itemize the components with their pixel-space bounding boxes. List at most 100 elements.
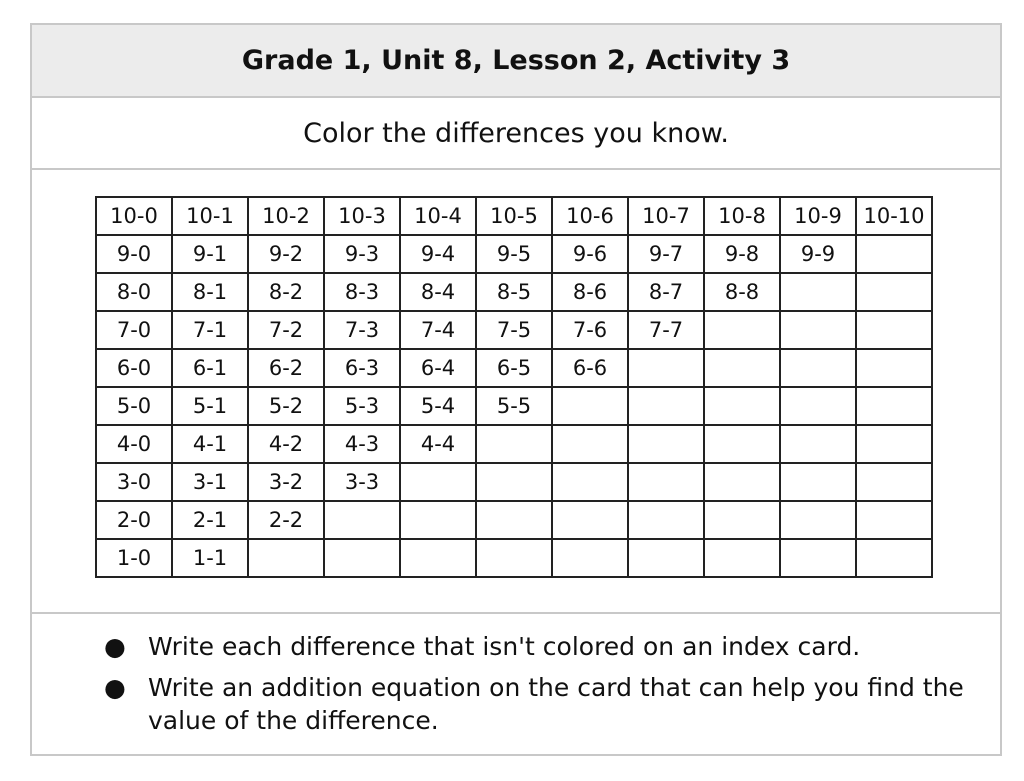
- difference-cell[interactable]: 10-3: [323, 196, 401, 236]
- difference-cell[interactable]: 9-4: [399, 234, 477, 274]
- difference-cell[interactable]: 8-1: [171, 272, 249, 312]
- difference-cell[interactable]: 6-6: [551, 348, 629, 388]
- difference-cell[interactable]: [627, 386, 705, 426]
- difference-cell[interactable]: 8-8: [703, 272, 781, 312]
- difference-cell[interactable]: 4-4: [399, 424, 477, 464]
- difference-cell[interactable]: 8-5: [475, 272, 553, 312]
- difference-cell[interactable]: [703, 424, 781, 464]
- difference-cell[interactable]: 8-0: [95, 272, 173, 312]
- difference-cell[interactable]: 10-5: [475, 196, 553, 236]
- difference-cell[interactable]: 6-2: [247, 348, 325, 388]
- difference-cell[interactable]: 1-0: [95, 538, 173, 578]
- difference-cell[interactable]: 8-2: [247, 272, 325, 312]
- difference-cell[interactable]: 6-1: [171, 348, 249, 388]
- difference-cell[interactable]: [551, 462, 629, 502]
- difference-cell[interactable]: [551, 500, 629, 540]
- difference-cell[interactable]: [627, 424, 705, 464]
- difference-cell[interactable]: [779, 386, 857, 426]
- difference-cell[interactable]: [779, 424, 857, 464]
- difference-cell[interactable]: 7-0: [95, 310, 173, 350]
- difference-cell[interactable]: 7-7: [627, 310, 705, 350]
- difference-cell[interactable]: 8-7: [627, 272, 705, 312]
- difference-cell[interactable]: 10-10: [855, 196, 933, 236]
- difference-cell[interactable]: 10-8: [703, 196, 781, 236]
- difference-cell[interactable]: [475, 424, 553, 464]
- difference-cell[interactable]: [323, 500, 401, 540]
- difference-cell[interactable]: 3-0: [95, 462, 173, 502]
- difference-cell[interactable]: 4-0: [95, 424, 173, 464]
- difference-cell[interactable]: 9-6: [551, 234, 629, 274]
- difference-cell[interactable]: 9-3: [323, 234, 401, 274]
- difference-cell[interactable]: [779, 538, 857, 578]
- difference-cell[interactable]: 4-3: [323, 424, 401, 464]
- difference-cell[interactable]: 9-8: [703, 234, 781, 274]
- difference-cell[interactable]: 7-4: [399, 310, 477, 350]
- difference-cell[interactable]: [779, 348, 857, 388]
- difference-cell[interactable]: 8-3: [323, 272, 401, 312]
- difference-cell[interactable]: 3-2: [247, 462, 325, 502]
- difference-cell[interactable]: 10-9: [779, 196, 857, 236]
- difference-cell[interactable]: 10-6: [551, 196, 629, 236]
- difference-cell[interactable]: [779, 462, 857, 502]
- difference-cell[interactable]: [779, 272, 857, 312]
- difference-cell[interactable]: [855, 462, 933, 502]
- difference-cell[interactable]: [779, 500, 857, 540]
- difference-cell[interactable]: 10-0: [95, 196, 173, 236]
- difference-cell[interactable]: 6-0: [95, 348, 173, 388]
- difference-cell[interactable]: [627, 462, 705, 502]
- difference-cell[interactable]: 9-1: [171, 234, 249, 274]
- difference-cell[interactable]: 3-3: [323, 462, 401, 502]
- difference-cell[interactable]: [855, 424, 933, 464]
- difference-cell[interactable]: [627, 500, 705, 540]
- difference-cell[interactable]: [703, 538, 781, 578]
- difference-cell[interactable]: 1-1: [171, 538, 249, 578]
- difference-cell[interactable]: [399, 462, 477, 502]
- difference-cell[interactable]: [247, 538, 325, 578]
- difference-cell[interactable]: [855, 348, 933, 388]
- difference-cell[interactable]: 4-2: [247, 424, 325, 464]
- difference-cell[interactable]: [703, 348, 781, 388]
- difference-cell[interactable]: 3-1: [171, 462, 249, 502]
- difference-cell[interactable]: 8-4: [399, 272, 477, 312]
- difference-cell[interactable]: [703, 386, 781, 426]
- difference-cell[interactable]: [855, 272, 933, 312]
- difference-cell[interactable]: 4-1: [171, 424, 249, 464]
- difference-cell[interactable]: [703, 500, 781, 540]
- difference-cell[interactable]: 10-2: [247, 196, 325, 236]
- difference-cell[interactable]: 10-4: [399, 196, 477, 236]
- difference-cell[interactable]: [627, 348, 705, 388]
- difference-cell[interactable]: 9-9: [779, 234, 857, 274]
- difference-cell[interactable]: 5-5: [475, 386, 553, 426]
- difference-cell[interactable]: 7-3: [323, 310, 401, 350]
- difference-cell[interactable]: 5-0: [95, 386, 173, 426]
- difference-cell[interactable]: [855, 386, 933, 426]
- difference-cell[interactable]: 10-7: [627, 196, 705, 236]
- difference-cell[interactable]: 9-2: [247, 234, 325, 274]
- difference-cell[interactable]: 8-6: [551, 272, 629, 312]
- difference-cell[interactable]: [703, 310, 781, 350]
- difference-cell[interactable]: [627, 538, 705, 578]
- difference-cell[interactable]: 5-1: [171, 386, 249, 426]
- difference-cell[interactable]: 5-4: [399, 386, 477, 426]
- difference-cell[interactable]: [855, 538, 933, 578]
- difference-cell[interactable]: [475, 538, 553, 578]
- difference-cell[interactable]: [855, 500, 933, 540]
- difference-cell[interactable]: [551, 424, 629, 464]
- difference-cell[interactable]: 10-1: [171, 196, 249, 236]
- difference-cell[interactable]: [551, 538, 629, 578]
- difference-cell[interactable]: [399, 538, 477, 578]
- difference-cell[interactable]: 6-5: [475, 348, 553, 388]
- difference-cell[interactable]: 5-3: [323, 386, 401, 426]
- difference-cell[interactable]: 5-2: [247, 386, 325, 426]
- difference-cell[interactable]: 7-5: [475, 310, 553, 350]
- difference-cell[interactable]: 7-2: [247, 310, 325, 350]
- difference-cell[interactable]: [399, 500, 477, 540]
- difference-cell[interactable]: 2-1: [171, 500, 249, 540]
- difference-cell[interactable]: 9-0: [95, 234, 173, 274]
- difference-cell[interactable]: 9-5: [475, 234, 553, 274]
- difference-cell[interactable]: [855, 310, 933, 350]
- difference-cell[interactable]: [475, 462, 553, 502]
- difference-cell[interactable]: [551, 386, 629, 426]
- difference-cell[interactable]: 6-4: [399, 348, 477, 388]
- difference-cell[interactable]: 6-3: [323, 348, 401, 388]
